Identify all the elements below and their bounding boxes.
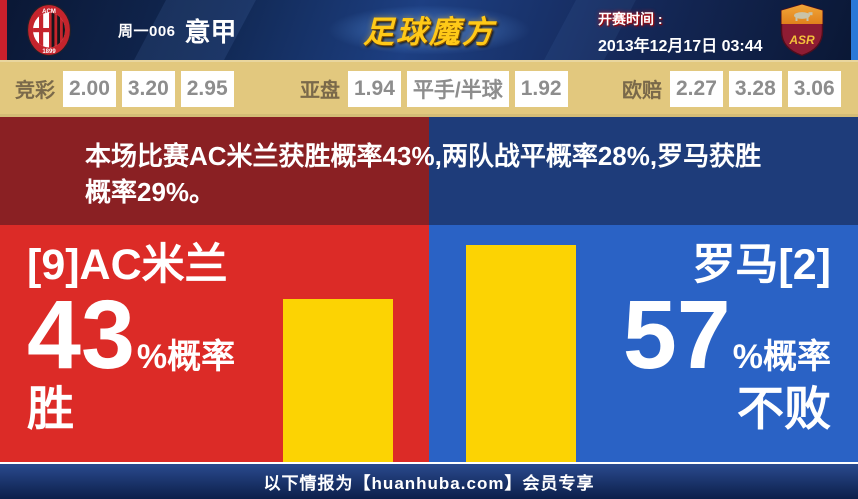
kickoff-datetime: 2013年12月17日 03:44 [598,38,763,55]
kickoff-label: 开赛时间 : [598,11,663,27]
away-team-panel: 罗马[2] 57 %概率 不败 [429,225,858,462]
away-team-name: 罗马[2] [692,241,831,289]
odds-value-box: 3.28 [728,70,782,107]
right-blue-edge-strip [851,0,858,60]
probability-chart: [9]AC米兰 43 %概率 胜 罗马[2] 57 %概率 不败 [0,225,858,462]
home-panel-content: [9]AC米兰 43 %概率 胜 [0,225,429,437]
odds-group-oupei: 欧赔 2.27 3.28 3.06 [622,60,841,117]
summary-band: 本场比赛AC米兰获胜概率43%,两队战平概率28%,罗马获胜概率29%。 [0,117,858,225]
home-team-name: [9]AC米兰 [27,241,228,289]
away-probability-bar [466,245,576,462]
league-name: 意甲 [184,16,237,47]
odds-value-box: 3.06 [787,70,841,107]
odds-value-box: 1.94 [348,70,401,107]
odds-bar: 竞彩 2.00 3.20 2.95 亚盘 1.94 平手/半球 1.92 欧赔 … [0,60,858,117]
odds-label-jingcai: 竞彩 [15,80,55,102]
home-probability-suffix: %概率 [136,338,236,376]
roma-crest-icon: ASR [779,3,825,62]
svg-text:1899: 1899 [42,49,56,55]
odds-group-yapan: 亚盘 1.94 平手/半球 1.92 [300,60,568,117]
odds-handicap-box: 平手/半球 [406,70,509,107]
summary-away-background [429,117,858,225]
away-probability-value: 57 [622,280,731,389]
header-bar: ACM 1899 周一006 意甲 足球魔方 开赛时间 : [0,0,858,72]
home-probability-bar [283,299,393,462]
footer-member-notice: 以下情报为【huanhuba.com】会员专享 [0,464,858,499]
odds-value-box: 2.27 [670,70,723,107]
home-team-panel: [9]AC米兰 43 %概率 胜 [0,225,429,462]
odds-value-box: 1.92 [514,70,568,107]
away-probability-line: 57 %概率 [456,280,831,389]
odds-value-box: 2.00 [63,70,116,107]
brand-glow [294,0,564,63]
footer-bar: 以下情报为【huanhuba.com】会员专享 [0,462,858,499]
home-outcome-label: 胜 [27,382,74,435]
brand-logo: 足球魔方 [363,14,495,50]
svg-text:ACM: ACM [42,9,56,15]
left-red-edge-strip [0,0,7,60]
ac-milan-crest-icon: ACM 1899 [26,3,72,62]
odds-label-oupei: 欧赔 [622,80,662,102]
away-panel-content: 罗马[2] 57 %概率 不败 [429,225,858,437]
match-code: 周一006 [118,22,176,40]
away-outcome-label: 不败 [737,382,831,435]
kickoff-block: 开赛时间 : 2013年12月17日 03:44 [598,9,763,56]
odds-value-box: 3.20 [121,70,175,107]
home-probability-value: 43 [27,280,135,389]
match-info: 周一006 意甲 [118,0,237,60]
svg-text:ASR: ASR [788,33,815,47]
odds-value-box: 2.95 [180,70,234,107]
probability-summary-text: 本场比赛AC米兰获胜概率43%,两队战平概率28%,罗马获胜概率29%。 [85,141,762,207]
odds-group-jingcai: 竞彩 2.00 3.20 2.95 [15,60,234,117]
home-probability-line: 43 %概率 [27,280,402,389]
odds-label-yapan: 亚盘 [300,80,340,102]
away-probability-suffix: %概率 [732,338,831,376]
summary-home-background [0,117,429,225]
